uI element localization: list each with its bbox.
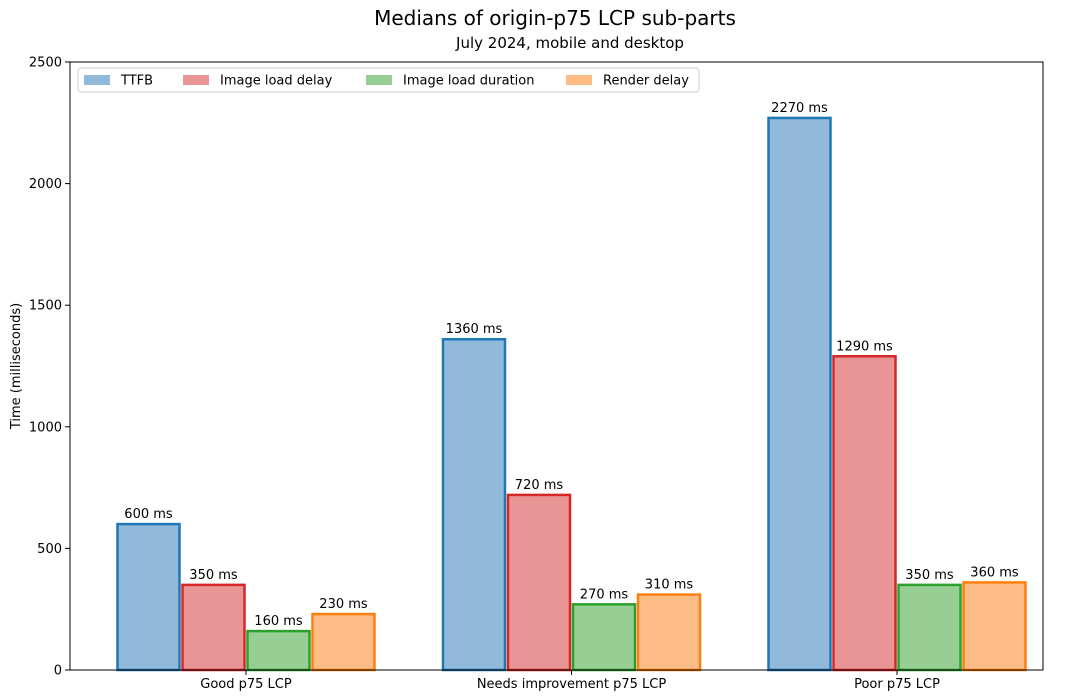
chart-title: Medians of origin-p75 LCP sub-parts [374, 6, 736, 30]
bar [571, 603, 637, 672]
bar [832, 355, 897, 672]
data-label: 720 ms [515, 478, 564, 493]
bar [246, 629, 311, 672]
bar [116, 522, 181, 672]
legend-entry: TTFB [120, 74, 153, 89]
y-tick-label: 2500 [29, 56, 62, 71]
bar [962, 581, 1027, 672]
y-axis-label: Time (milliseconds) [9, 303, 24, 430]
x-tick-label: Good p75 LCP [200, 677, 292, 692]
bar [767, 116, 832, 672]
y-tick-label: 1000 [29, 420, 62, 435]
data-label: 360 ms [970, 565, 1019, 580]
bar [897, 583, 962, 672]
legend-entry: Image load duration [403, 74, 534, 89]
data-label: 1290 ms [836, 339, 893, 354]
plot-frame [69, 61, 1044, 671]
data-label: 600 ms [124, 507, 173, 522]
data-label: 1360 ms [446, 322, 503, 337]
data-label: 350 ms [189, 568, 238, 583]
bar [506, 493, 572, 672]
y-tick-label: 500 [37, 542, 62, 557]
data-label: 230 ms [319, 597, 368, 612]
data-label: 160 ms [254, 614, 303, 629]
data-label: 310 ms [645, 578, 694, 593]
legend-swatch [84, 75, 110, 85]
bar [181, 583, 246, 672]
legend-swatch [183, 75, 209, 85]
data-label: 350 ms [905, 568, 954, 583]
x-tick-label: Poor p75 LCP [854, 677, 940, 692]
legend-entry: Render delay [603, 74, 689, 89]
y-tick-label: 2000 [29, 177, 62, 192]
data-label: 270 ms [580, 587, 629, 602]
legend-entry: Image load delay [220, 74, 333, 89]
bar [441, 337, 507, 672]
bar [311, 612, 376, 672]
y-tick-label: 0 [54, 664, 62, 679]
legend-swatch [566, 75, 592, 85]
bar [636, 593, 702, 672]
y-tick-label: 1500 [29, 299, 62, 314]
legend: TTFB Image load delay Image load duration R… [77, 67, 700, 93]
chart-subtitle: July 2024, mobile and desktop [455, 34, 684, 52]
legend-swatch [366, 75, 392, 85]
x-tick-label: Needs improvement p75 LCP [477, 677, 666, 692]
data-label: 2270 ms [771, 101, 828, 116]
plot-area: 0 500 1000 1500 2000 2500 Good p75 LCP 600 ms 35… [29, 56, 1027, 692]
